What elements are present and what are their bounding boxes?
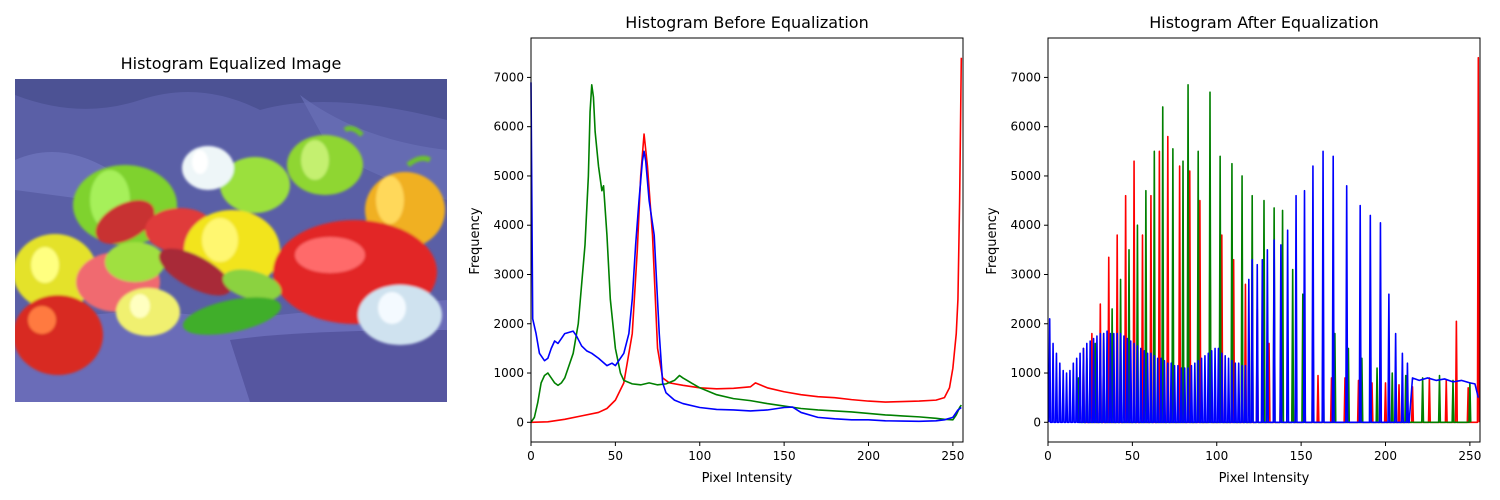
y-tick-label: 2000 [493, 317, 524, 331]
series-line [1048, 150, 1480, 424]
chart-title: Histogram Before Equalization [625, 13, 868, 32]
x-tick-label: 250 [941, 449, 964, 463]
x-tick-label: 200 [857, 449, 880, 463]
x-tick-label: 0 [1044, 449, 1052, 463]
y-tick-label: 3000 [493, 267, 524, 281]
x-tick-label: 0 [527, 449, 535, 463]
y-tick-label: 7000 [493, 70, 524, 84]
series-line [530, 84, 962, 423]
y-tick-label: 5000 [493, 169, 524, 183]
y-tick-label: 5000 [1010, 169, 1041, 183]
y-tick-label: 4000 [493, 218, 524, 232]
y-axis-label: Frequency [468, 207, 483, 274]
x-axis-label: Pixel Intensity [702, 471, 793, 486]
y-tick-label: 7000 [1010, 70, 1041, 84]
y-tick-label: 1000 [493, 366, 524, 380]
image-title: Histogram Equalized Image [121, 54, 342, 73]
peppers-photo [15, 79, 447, 402]
histogram-before-chart: Histogram Before Equalization Pixel Inte… [468, 13, 964, 486]
x-tick-label: 50 [608, 449, 623, 463]
x-tick-label: 150 [1290, 449, 1313, 463]
y-tick-label: 6000 [493, 120, 524, 134]
y-tick-label: 6000 [1010, 120, 1041, 134]
y-tick-label: 3000 [1010, 267, 1041, 281]
x-tick-label: 150 [773, 449, 796, 463]
series-line [530, 82, 962, 423]
chart-title: Histogram After Equalization [1149, 13, 1379, 32]
histogram-after-chart: Histogram After Equalization Pixel Inten… [985, 13, 1481, 486]
x-tick-label: 200 [1374, 449, 1397, 463]
series-line [530, 57, 963, 424]
x-tick-label: 100 [1205, 449, 1228, 463]
y-tick-label: 2000 [1010, 317, 1041, 331]
y-tick-label: 0 [1033, 415, 1041, 429]
y-tick-label: 4000 [1010, 218, 1041, 232]
x-axis-label: Pixel Intensity [1219, 471, 1310, 486]
x-tick-label: 250 [1458, 449, 1481, 463]
plot-frame [1047, 37, 1481, 443]
equalized-image-panel: Histogram Equalized Image [15, 54, 447, 402]
plot-frame [530, 37, 964, 443]
series-line [1076, 84, 1472, 424]
x-tick-label: 100 [688, 449, 711, 463]
y-tick-label: 1000 [1010, 366, 1041, 380]
y-tick-label: 0 [516, 415, 524, 429]
y-axis-label: Frequency [985, 207, 1000, 274]
x-tick-label: 50 [1125, 449, 1140, 463]
